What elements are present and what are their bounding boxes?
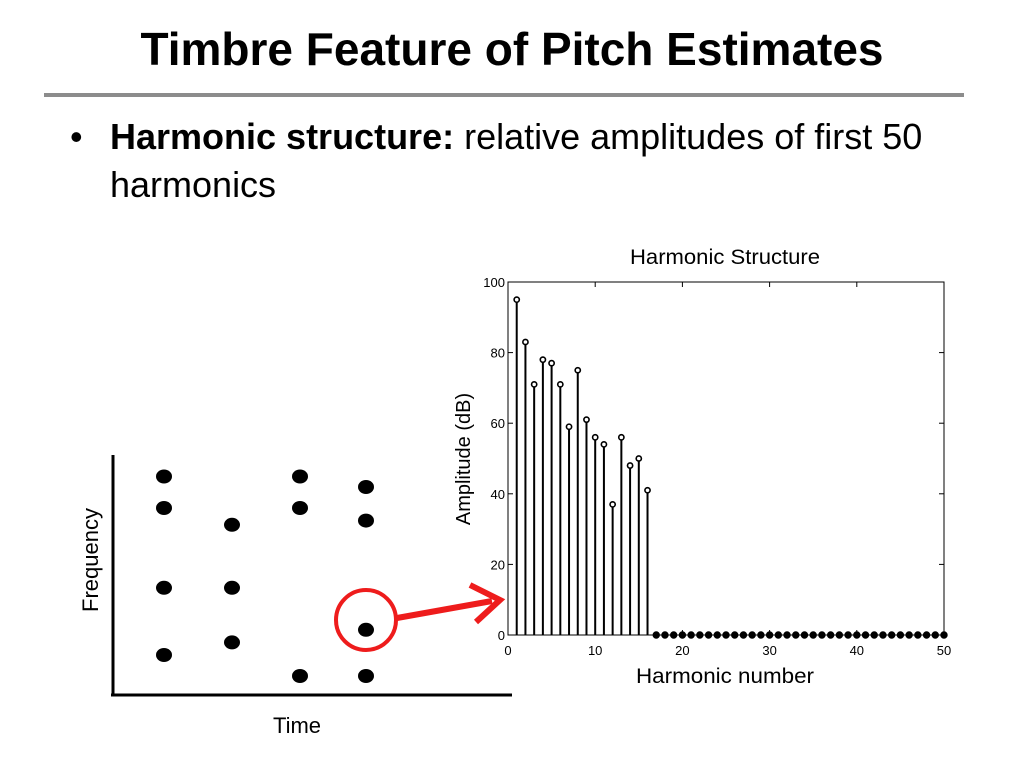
stem-marker (522, 338, 529, 346)
stem-marker (696, 631, 704, 639)
stem-marker (661, 631, 669, 639)
bullet-bold-text: Harmonic structure: (110, 116, 455, 157)
bullet-dot-icon: • (70, 116, 83, 157)
y-tick-label: 20 (491, 557, 505, 572)
stem-marker (896, 631, 905, 639)
stem-marker (530, 380, 538, 388)
diagram-xlabel: Time (273, 713, 321, 738)
stem-marker (931, 631, 939, 639)
stem-marker (574, 366, 582, 374)
y-tick-label: 40 (491, 487, 505, 502)
time-frequency-dot (358, 622, 374, 637)
stem-marker (722, 631, 730, 639)
stem-marker (783, 631, 791, 639)
title-divider (44, 93, 964, 97)
stem-marker (800, 631, 809, 639)
stem-marker (513, 296, 521, 304)
x-tick-label: 20 (675, 643, 689, 658)
stem-marker (748, 631, 756, 639)
stem-marker (548, 359, 555, 367)
stem-marker (835, 631, 844, 639)
stem-chart: Harmonic Structure 0 10 20 30 40 50 0 20 40 60 80 1… (453, 246, 951, 688)
stem-marker (565, 423, 573, 431)
chart-ylabel: Amplitude (dB) (453, 393, 475, 525)
stem-marker (556, 380, 564, 388)
highlight-circle (334, 588, 398, 652)
x-tick-label: 40 (850, 643, 864, 658)
stem-marker (905, 631, 913, 639)
time-frequency-dot (156, 580, 172, 595)
stem-marker (591, 433, 599, 441)
x-tick-label: 0 (504, 643, 511, 658)
stem-marker (678, 631, 687, 639)
y-tick-label: 60 (491, 416, 505, 431)
stem-marker (809, 631, 817, 639)
time-frequency-dot (224, 635, 240, 650)
stem-marker (669, 631, 678, 639)
stem-marker (887, 631, 896, 639)
arrow-head-icon (468, 582, 506, 625)
stem-marker (626, 462, 634, 469)
time-frequency-dot (224, 517, 240, 532)
diagram-ylabel: Frequency (78, 508, 103, 612)
y-tick-label: 0 (498, 628, 505, 643)
stem-marker (539, 356, 547, 364)
arrow-shaft (396, 598, 493, 621)
stem-marker (713, 631, 721, 639)
stem-marker (704, 631, 713, 639)
bullet-text: Harmonic structure: relative amplitudes … (110, 113, 970, 209)
stem-marker (922, 631, 931, 639)
y-tick-label: 100 (483, 275, 505, 290)
chart-title: Harmonic Structure (630, 246, 820, 269)
dot-group (156, 469, 374, 683)
time-frequency-dot (156, 501, 172, 515)
stem-marker (879, 631, 887, 639)
time-frequency-dot (292, 469, 308, 484)
stem-marker (644, 486, 651, 494)
stem-marker (792, 631, 800, 639)
x-tick-label: 30 (762, 643, 776, 658)
stem-marker (687, 631, 695, 639)
stem-marker (861, 631, 870, 639)
time-frequency-dot (156, 648, 172, 662)
time-frequency-dot (358, 480, 374, 494)
stem-marker (635, 455, 643, 462)
time-frequency-dot (292, 669, 308, 683)
time-frequency-dot (358, 669, 374, 683)
stem-marker (844, 631, 852, 639)
stem-marker (609, 500, 617, 508)
stem-marker (853, 631, 861, 639)
time-frequency-dot (292, 501, 308, 515)
stem-marker (818, 631, 826, 639)
tick-group: 0 10 20 30 40 50 0 20 40 60 80 100 (483, 275, 951, 658)
x-tick-label: 50 (937, 643, 951, 658)
stem-marker (652, 631, 660, 639)
stem-marker (870, 631, 878, 639)
stem-marker (940, 631, 948, 639)
x-tick-label: 10 (588, 643, 602, 658)
stem-marker (914, 631, 922, 639)
time-frequency-dot (224, 580, 240, 595)
stem-marker (600, 440, 608, 448)
stem-group (513, 296, 948, 639)
stem-marker (826, 631, 835, 639)
time-frequency-dot (156, 469, 172, 484)
stem-marker (765, 631, 774, 639)
stem-marker (757, 631, 765, 639)
chart-xlabel: Harmonic number (636, 665, 814, 688)
stem-marker (617, 433, 625, 441)
y-tick-label: 80 (491, 346, 505, 361)
stem-marker (583, 416, 590, 424)
time-frequency-dot (358, 513, 374, 528)
slide-title: Timbre Feature of Pitch Estimates (140, 23, 884, 75)
stem-marker (774, 631, 783, 639)
bullet-body-text: relative amplitudes of first 50 harmonic… (110, 116, 923, 205)
time-frequency-diagram: Frequency Time (78, 455, 512, 738)
plot-frame (507, 281, 945, 636)
stem-marker (731, 631, 739, 639)
stem-marker (739, 631, 748, 639)
